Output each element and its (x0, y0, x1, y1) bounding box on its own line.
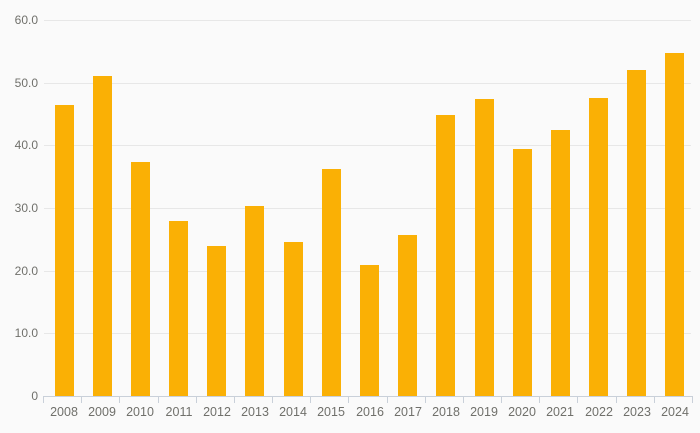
y-axis-tick-label: 50.0 (14, 76, 38, 90)
y-axis-tick-label: 30.0 (14, 201, 38, 215)
x-axis-tick (501, 397, 502, 403)
x-axis-tick-label: 2014 (279, 405, 307, 419)
bar-2020 (513, 149, 532, 396)
x-axis-tick (272, 397, 273, 403)
bar-2023 (627, 70, 646, 396)
x-axis-tick-label: 2022 (585, 405, 613, 419)
x-axis-tick-label: 2009 (88, 405, 116, 419)
gridline (44, 208, 691, 209)
x-axis-tick (692, 397, 693, 403)
bar-2015 (322, 169, 341, 396)
bar-2008 (55, 105, 74, 396)
x-axis-tick (654, 397, 655, 403)
bar-2024 (665, 53, 684, 396)
x-axis-tick (196, 397, 197, 403)
gridline (44, 20, 691, 21)
gridline (44, 83, 691, 84)
x-axis-tick (234, 397, 235, 403)
y-axis-tick-label: 20.0 (14, 264, 38, 278)
x-axis-tick (348, 397, 349, 403)
x-axis-tick-label: 2018 (432, 405, 460, 419)
x-axis-tick-label: 2019 (470, 405, 498, 419)
x-axis-tick-label: 2024 (661, 405, 689, 419)
x-axis-tick-label: 2020 (508, 405, 536, 419)
x-axis-tick-label: 2008 (50, 405, 78, 419)
x-axis-tick-label: 2011 (165, 405, 193, 419)
x-axis-tick-label: 2016 (356, 405, 384, 419)
x-axis-tick (539, 397, 540, 403)
y-axis-tick-label: 40.0 (14, 138, 38, 152)
bar-2016 (360, 265, 379, 396)
x-axis-tick-label: 2012 (203, 405, 231, 419)
x-axis-tick (43, 397, 44, 403)
y-axis-tick-label: 10.0 (14, 326, 38, 340)
gridline (44, 145, 691, 146)
x-axis-tick (158, 397, 159, 403)
x-axis-line (43, 396, 693, 397)
bar-2019 (475, 99, 494, 396)
bar-2021 (551, 130, 570, 396)
x-axis-tick (387, 397, 388, 403)
y-axis-tick-label: 60.0 (14, 13, 38, 27)
x-axis-tick (81, 397, 82, 403)
x-axis-tick-label: 2017 (394, 405, 422, 419)
x-axis-tick (463, 397, 464, 403)
x-axis-tick-label: 2015 (317, 405, 345, 419)
bar-2013 (245, 206, 264, 396)
bar-2017 (398, 235, 417, 396)
x-axis-tick (425, 397, 426, 403)
x-axis-tick (119, 397, 120, 403)
x-axis-tick (616, 397, 617, 403)
x-axis-tick-label: 2021 (546, 405, 574, 419)
bar-2012 (207, 246, 226, 396)
x-axis-tick-label: 2010 (126, 405, 154, 419)
x-axis-tick-label: 2023 (623, 405, 651, 419)
x-axis-tick (577, 397, 578, 403)
bar-2011 (169, 221, 188, 396)
bar-2014 (284, 242, 303, 396)
y-axis-tick-label: 0 (31, 389, 38, 403)
x-axis-tick-label: 2013 (241, 405, 269, 419)
bar-2018 (436, 115, 455, 396)
bar-2022 (589, 98, 608, 396)
bar-2009 (93, 76, 112, 396)
bar-2010 (131, 162, 150, 396)
x-axis-tick (310, 397, 311, 403)
